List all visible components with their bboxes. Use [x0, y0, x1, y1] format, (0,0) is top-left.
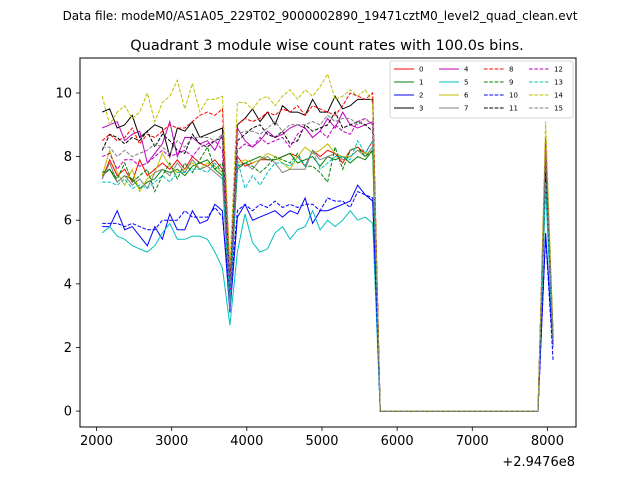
- legend-label-8: 8: [509, 66, 513, 74]
- series-line-5: [101, 188, 554, 412]
- y-tick-label: 10: [55, 86, 72, 101]
- legend-label-14: 14: [554, 92, 563, 100]
- series-line-10: [102, 190, 554, 412]
- y-tick-label: 6: [64, 214, 72, 229]
- y-axis: 0 2 4 6 8 10: [55, 86, 80, 420]
- legend-label-9: 9: [509, 79, 513, 87]
- chart-title: Quadrant 3 module wise count rates with …: [130, 38, 524, 54]
- legend-label-13: 13: [554, 79, 563, 87]
- series-line-7: [101, 145, 554, 412]
- y-tick-label: 4: [64, 277, 72, 292]
- y-tick-label: 2: [64, 341, 72, 356]
- legend-frame: [389, 60, 574, 119]
- x-tick-label: 4000: [230, 434, 263, 449]
- x-tick-label: 6000: [381, 434, 414, 449]
- legend-label-6: 6: [464, 92, 469, 100]
- legend-label-4: 4: [464, 66, 469, 74]
- legend-label-11: 11: [509, 105, 518, 113]
- series-line-1: [101, 148, 554, 412]
- x-tick-label: 7000: [456, 434, 489, 449]
- legend-label-12: 12: [554, 66, 563, 74]
- legend-label-7: 7: [464, 105, 468, 113]
- x-tick-label: 2000: [80, 434, 113, 449]
- series-line-15: [102, 114, 554, 412]
- series-line-6: [101, 143, 554, 412]
- legend-label-5: 5: [464, 79, 468, 87]
- legend-label-2: 2: [419, 92, 423, 100]
- legend-label-3: 3: [419, 105, 423, 113]
- legend-label-15: 15: [554, 105, 563, 113]
- series-line-2: [102, 184, 554, 412]
- y-tick-label: 8: [64, 150, 72, 165]
- figure-suptitle: Data file: modeM0/AS1A05_229T02_90000028…: [63, 9, 578, 23]
- series-line-9: [102, 145, 554, 412]
- legend-label-0: 0: [419, 66, 423, 74]
- x-axis: 2000 3000 4000 5000 6000 7000 8000: [80, 427, 564, 449]
- axes-frame: [79, 57, 577, 428]
- x-tick-label: 5000: [305, 434, 338, 449]
- series-group: [101, 72, 554, 412]
- y-tick-label: 0: [64, 405, 72, 420]
- legend-label-10: 10: [509, 92, 518, 100]
- series-line-14: [101, 72, 554, 412]
- x-axis-offset-label: +2.9476e8: [502, 455, 575, 470]
- x-tick-label: 3000: [155, 434, 188, 449]
- legend-label-1: 1: [419, 79, 423, 87]
- x-tick-label: 8000: [531, 434, 564, 449]
